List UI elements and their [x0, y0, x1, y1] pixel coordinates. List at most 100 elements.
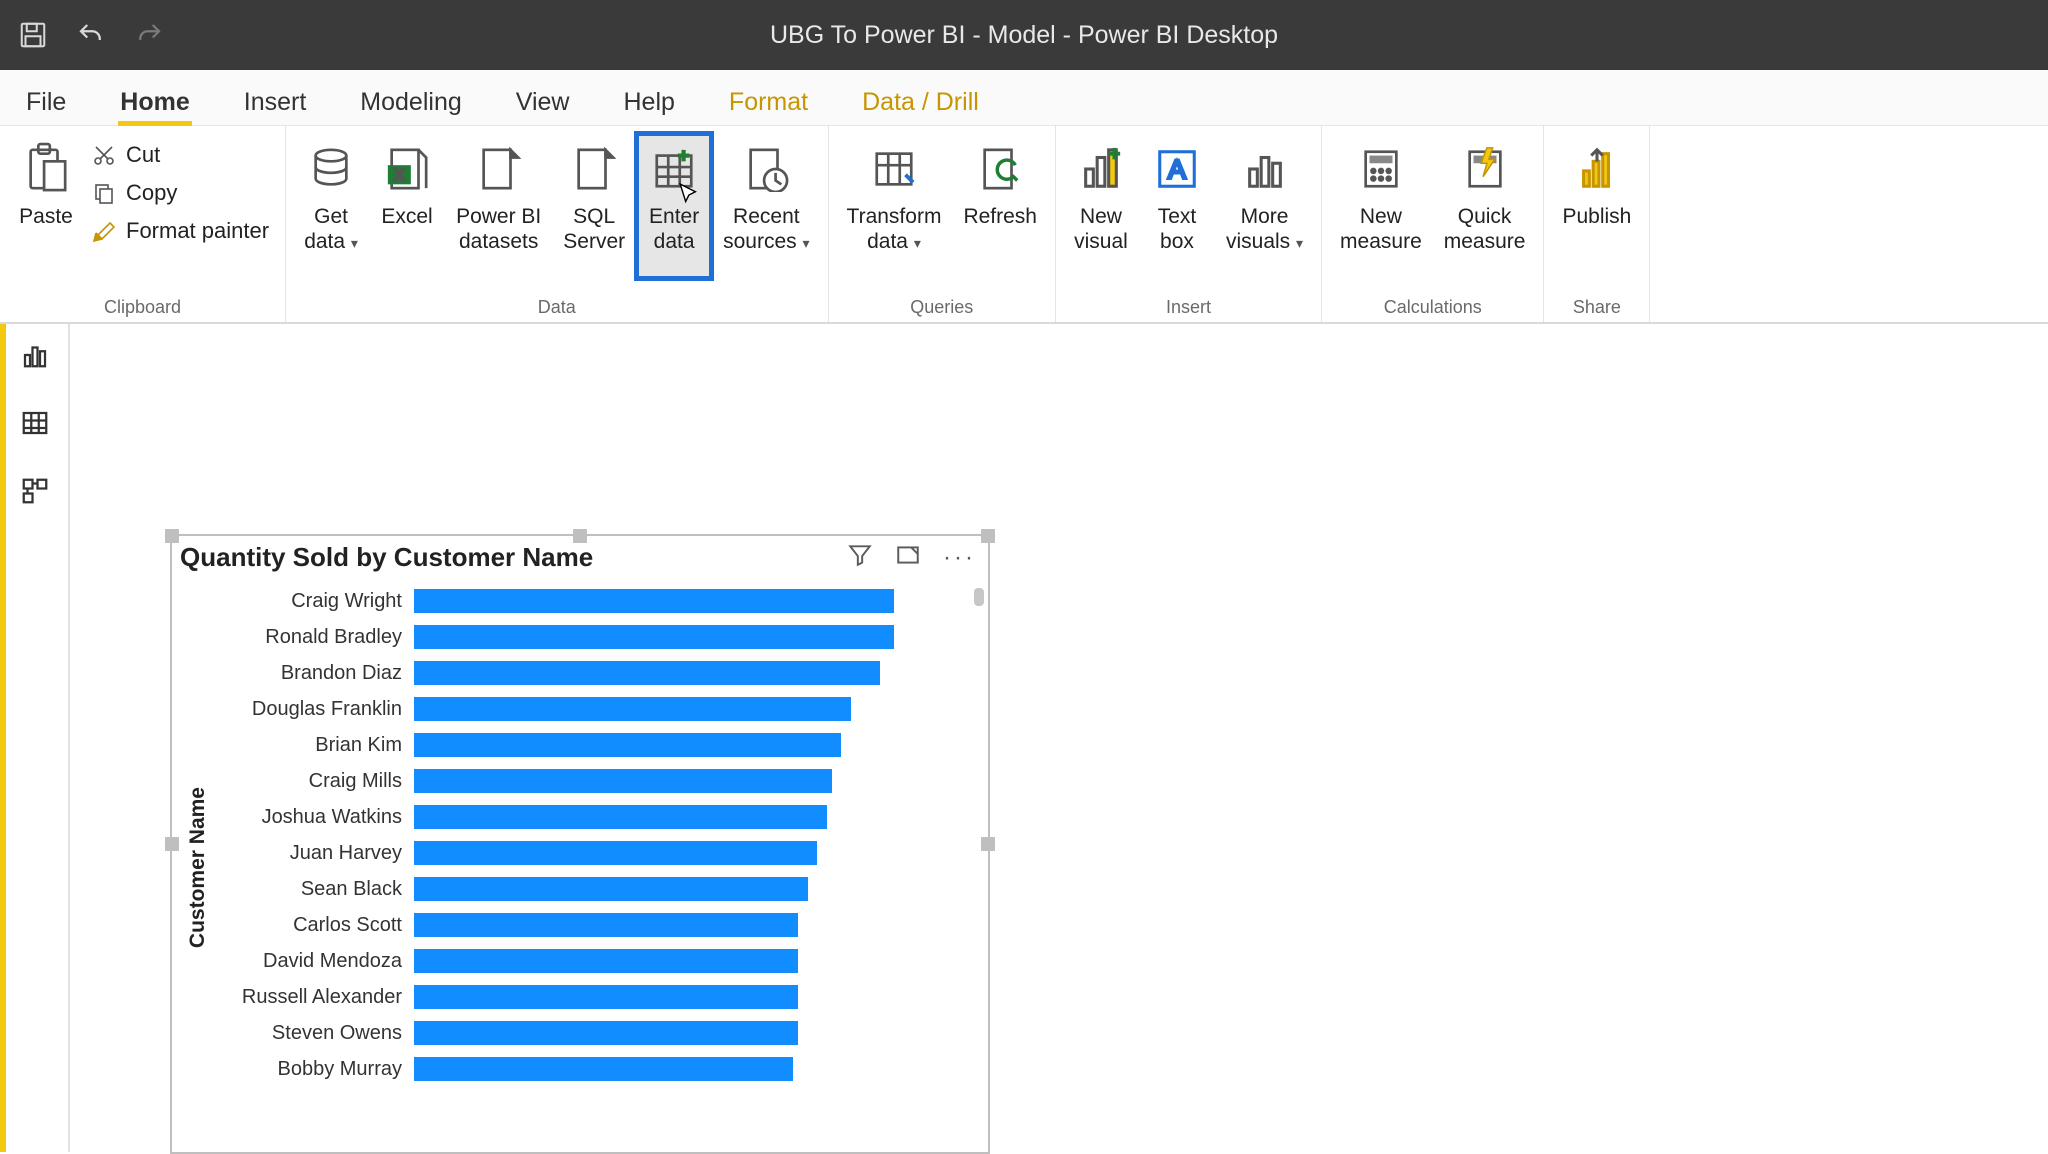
- filter-icon[interactable]: [847, 542, 873, 573]
- bar[interactable]: [414, 841, 817, 865]
- bar[interactable]: [414, 625, 894, 649]
- bar-chart-visual[interactable]: Quantity Sold by Customer Name ··· Custo…: [170, 534, 990, 1154]
- chart-row[interactable]: David Mendoza: [218, 948, 970, 974]
- ribbon-group-data: Get data ▾ X Excel Power BI datasets SQL…: [286, 126, 828, 322]
- ribbon-group-share: Publish Share: [1544, 126, 1650, 322]
- copy-label: Copy: [126, 180, 177, 206]
- tab-home[interactable]: Home: [112, 78, 197, 125]
- quick-measure-label: Quick measure: [1444, 204, 1526, 254]
- redo-icon[interactable]: [134, 20, 164, 50]
- ribbon-group-calculations: New measure Quick measure Calculations: [1322, 126, 1544, 322]
- resize-handle[interactable]: [981, 529, 995, 543]
- model-view-icon[interactable]: [20, 476, 54, 510]
- chart-row[interactable]: Joshua Watkins: [218, 804, 970, 830]
- chart-row[interactable]: Russell Alexander: [218, 984, 970, 1010]
- bar[interactable]: [414, 769, 832, 793]
- get-data-label: Get data: [304, 205, 348, 253]
- ribbon: Paste Cut Copy Format painter Clipboard: [0, 126, 2048, 324]
- excel-button[interactable]: X Excel: [372, 136, 442, 229]
- bar[interactable]: [414, 1057, 793, 1081]
- bar[interactable]: [414, 949, 798, 973]
- report-view-icon[interactable]: [20, 340, 54, 374]
- tab-modeling[interactable]: Modeling: [352, 78, 469, 125]
- resize-handle[interactable]: [165, 529, 179, 543]
- chart-row[interactable]: Brian Kim: [218, 732, 970, 758]
- category-label: Joshua Watkins: [218, 806, 414, 829]
- chart-row[interactable]: Juan Harvey: [218, 840, 970, 866]
- resize-handle[interactable]: [573, 529, 587, 543]
- chart-row[interactable]: Bobby Murray: [218, 1056, 970, 1082]
- bar[interactable]: [414, 697, 851, 721]
- more-options-icon[interactable]: ···: [943, 544, 976, 572]
- get-data-button[interactable]: Get data ▾: [296, 136, 366, 254]
- recent-sources-button[interactable]: Recent sources ▾: [715, 136, 817, 254]
- transform-data-button[interactable]: Transform data ▾: [839, 136, 950, 254]
- chart-row[interactable]: Craig Wright: [218, 588, 970, 614]
- bar[interactable]: [414, 1021, 798, 1045]
- paste-button[interactable]: Paste: [10, 136, 80, 229]
- focus-mode-icon[interactable]: [895, 542, 921, 573]
- scroll-thumb[interactable]: [974, 588, 984, 606]
- cut-button[interactable]: Cut: [86, 140, 275, 170]
- quick-measure-button[interactable]: Quick measure: [1436, 136, 1534, 254]
- text-box-button[interactable]: A Text box: [1142, 136, 1212, 254]
- chart-row[interactable]: Craig Mills: [218, 768, 970, 794]
- enter-data-label: Enter data: [649, 204, 699, 254]
- ribbon-group-clipboard: Paste Cut Copy Format painter Clipboard: [0, 126, 286, 322]
- chart-row[interactable]: Steven Owens: [218, 1020, 970, 1046]
- bar[interactable]: [414, 661, 880, 685]
- chart-row[interactable]: Sean Black: [218, 876, 970, 902]
- recent-sources-label: Recent sources: [723, 205, 799, 253]
- pbi-datasets-button[interactable]: Power BI datasets: [448, 136, 549, 254]
- copy-button[interactable]: Copy: [86, 178, 275, 208]
- chart-row[interactable]: Ronald Bradley: [218, 624, 970, 650]
- group-caption-insert: Insert: [1066, 293, 1311, 318]
- bar[interactable]: [414, 805, 827, 829]
- refresh-label: Refresh: [963, 204, 1037, 229]
- category-label: Brandon Diaz: [218, 662, 414, 685]
- bar[interactable]: [414, 589, 894, 613]
- bar[interactable]: [414, 877, 808, 901]
- chart-row[interactable]: Douglas Franklin: [218, 696, 970, 722]
- resize-handle[interactable]: [165, 837, 179, 851]
- tab-data-drill[interactable]: Data / Drill: [854, 78, 987, 125]
- tab-file[interactable]: File: [18, 78, 74, 125]
- category-label: Douglas Franklin: [218, 698, 414, 721]
- category-label: Craig Mills: [218, 770, 414, 793]
- chart-rows: Craig Wright Ronald Bradley Brandon Diaz Do…: [212, 584, 970, 1152]
- chart-row[interactable]: Carlos Scott: [218, 912, 970, 938]
- save-icon[interactable]: [18, 20, 48, 50]
- new-measure-button[interactable]: New measure: [1332, 136, 1430, 254]
- cut-label: Cut: [126, 142, 160, 168]
- group-caption-share: Share: [1554, 293, 1639, 318]
- tab-view[interactable]: View: [508, 78, 578, 125]
- undo-icon[interactable]: [76, 20, 106, 50]
- ribbon-tabs: File Home Insert Modeling View Help Format Data…: [0, 70, 2048, 126]
- svg-text:A: A: [1168, 155, 1186, 185]
- bar[interactable]: [414, 985, 798, 1009]
- refresh-button[interactable]: Refresh: [955, 136, 1045, 229]
- category-label: Russell Alexander: [218, 986, 414, 1009]
- new-measure-label: New measure: [1340, 204, 1422, 254]
- tab-insert[interactable]: Insert: [236, 78, 315, 125]
- enter-data-button[interactable]: Enter data: [639, 136, 709, 276]
- ribbon-group-queries: Transform data ▾ Refresh Queries: [829, 126, 1056, 322]
- more-visuals-button[interactable]: More visuals ▾: [1218, 136, 1311, 254]
- tab-format[interactable]: Format: [721, 78, 816, 125]
- text-box-label: Text box: [1158, 204, 1197, 254]
- chart-row[interactable]: Brandon Diaz: [218, 660, 970, 686]
- format-painter-button[interactable]: Format painter: [86, 216, 275, 246]
- publish-button[interactable]: Publish: [1554, 136, 1639, 229]
- new-visual-button[interactable]: New visual: [1066, 136, 1136, 254]
- group-caption-queries: Queries: [839, 293, 1045, 318]
- sql-server-label: SQL Server: [563, 204, 625, 254]
- sql-server-button[interactable]: SQL Server: [555, 136, 633, 254]
- publish-label: Publish: [1562, 204, 1631, 229]
- tab-help[interactable]: Help: [616, 78, 683, 125]
- bar[interactable]: [414, 733, 841, 757]
- pbi-datasets-label: Power BI datasets: [456, 204, 541, 254]
- report-canvas[interactable]: Quantity Sold by Customer Name ··· Custo…: [70, 324, 2048, 1152]
- data-view-icon[interactable]: [20, 408, 54, 442]
- bar[interactable]: [414, 913, 798, 937]
- chart-scrollbar[interactable]: [974, 588, 984, 1148]
